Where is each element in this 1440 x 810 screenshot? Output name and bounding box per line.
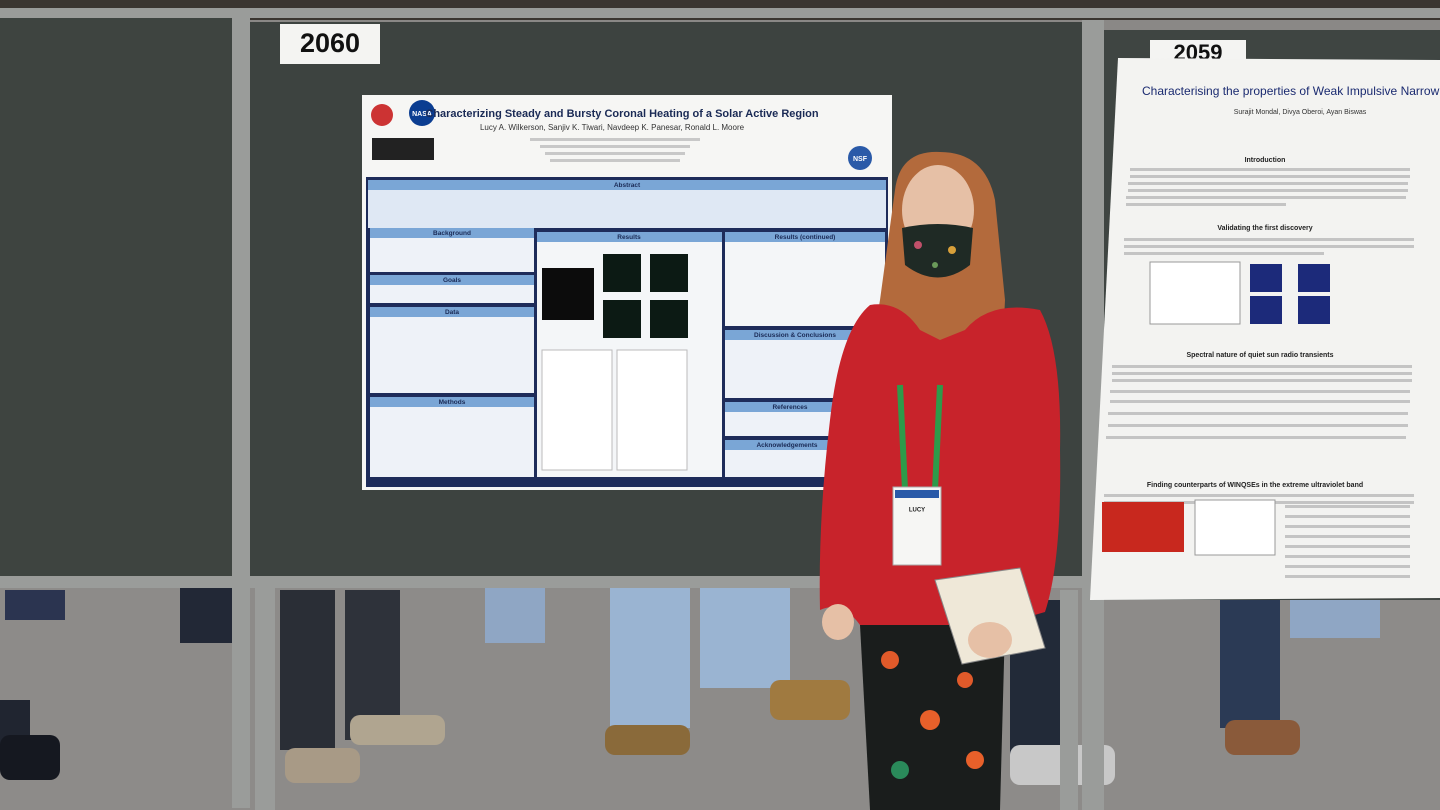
board-frame (0, 8, 1440, 810)
section-heading: Results (617, 234, 641, 241)
left-panel (0, 12, 245, 587)
poster-left: NASA NSF Characterizing Steady and Burst… (362, 95, 892, 490)
section-heading: Abstract (614, 182, 641, 189)
section-heading: Discussion & Conclusions (754, 332, 836, 339)
poster-authors: Surajit Mondal, Divya Oberoi, Ayan Biswa… (1234, 109, 1367, 116)
section-heading: Goals (443, 277, 461, 284)
section-heading: Introduction (1245, 157, 1286, 164)
section-heading: References (772, 404, 807, 411)
person: LUCY (819, 151, 1061, 810)
background-people (0, 588, 1380, 785)
section-heading: Spectral nature of quiet sun radio trans… (1186, 352, 1333, 359)
section-heading: Background (433, 230, 471, 237)
poster-title: Characterising the properties of Weak Im… (1142, 84, 1440, 98)
section-heading: Finding counterparts of WINQSEs in the e… (1147, 482, 1363, 489)
section-heading: Data (445, 309, 459, 316)
section-heading: Results (continued) (775, 234, 836, 241)
booth-number: 2060 (300, 28, 360, 58)
section-heading: Methods (439, 399, 466, 406)
section-heading: Acknowledgements (756, 442, 817, 449)
logo: NASA (412, 111, 432, 118)
poster-authors: Lucy A. Wilkerson, Sanjiv K. Tiwari, Nav… (480, 123, 745, 132)
logo: NSF (853, 156, 868, 163)
section-heading: Validating the first discovery (1217, 225, 1312, 232)
badge-name: LUCY (909, 508, 925, 514)
poster-right: Characterising the properties of Weak Im… (1090, 58, 1440, 600)
booth-sign (280, 24, 380, 64)
poster-title: Characterizing Steady and Bursty Coronal… (425, 108, 819, 120)
